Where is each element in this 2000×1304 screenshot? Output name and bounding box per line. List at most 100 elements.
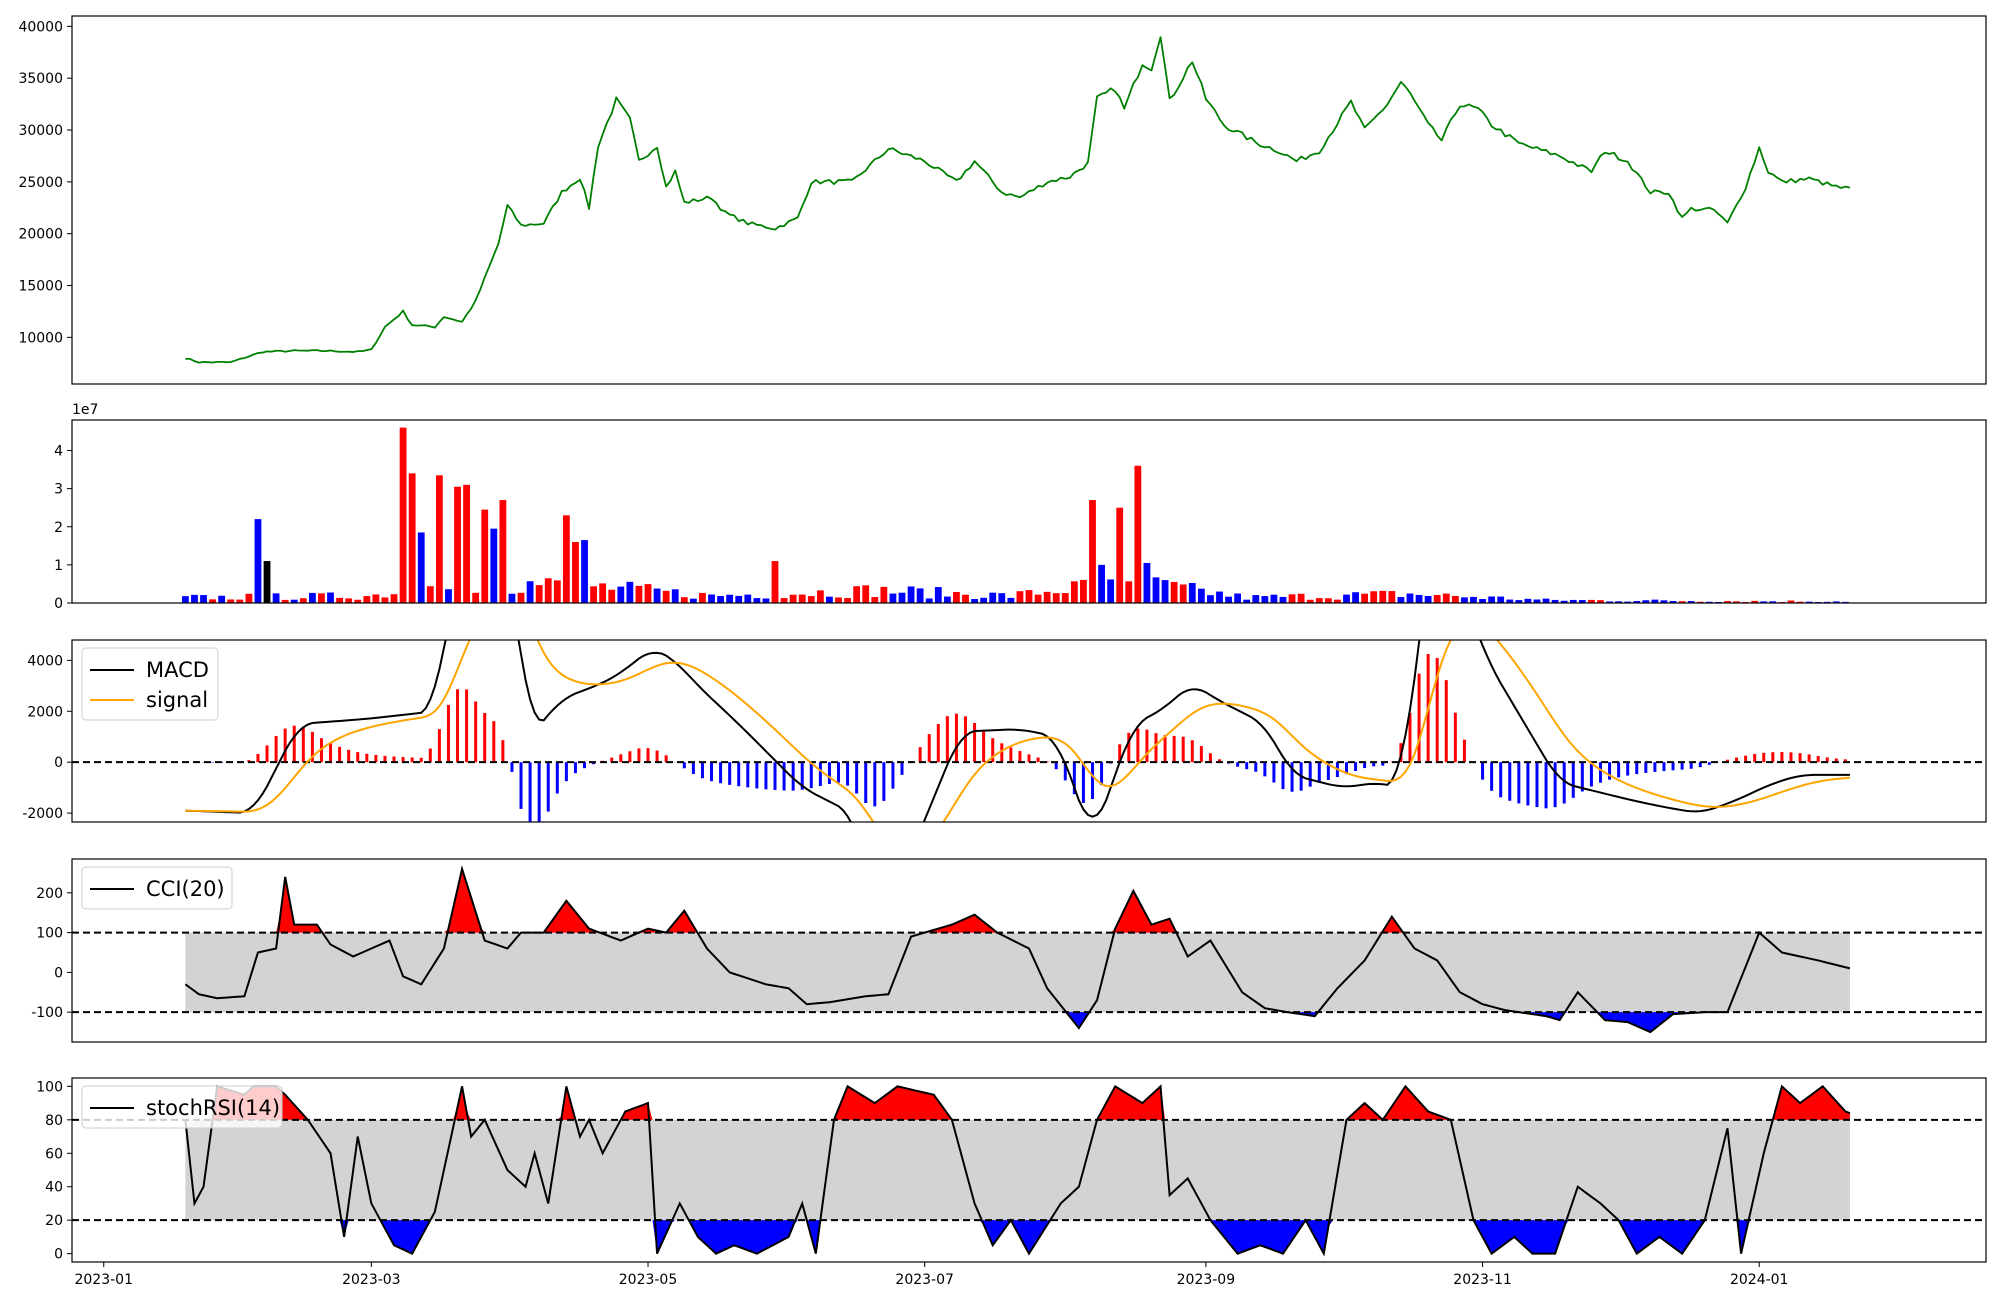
macd-ytick-label: 4000 [27,653,63,669]
volume-bar [735,596,742,603]
volume-bar [590,586,597,603]
volume-ytick-label: 2 [54,520,63,536]
volume-bar [436,475,443,603]
volume-bar [1007,598,1014,603]
macd-histogram-bar [647,748,650,762]
volume-bar [1089,500,1096,603]
volume-bar [1071,581,1078,603]
macd-histogram-bar [447,705,450,762]
volume-bar [672,589,679,603]
volume-offset-label: 1e7 [72,402,98,418]
volume-bar [753,598,760,603]
price-ytick-label: 20000 [18,227,63,243]
volume-bar [309,593,316,603]
macd-histogram-bar [1572,762,1575,798]
x-tick-label: 2024-01 [1730,1272,1789,1288]
volume-bar [953,592,960,603]
volume-bar [499,500,506,603]
macd-histogram-bar [1517,762,1520,803]
volume-bar [1044,592,1051,603]
macd-histogram-bar [1672,762,1675,770]
macd-histogram-bar [973,723,976,762]
macd-histogram-bar [1535,762,1538,807]
macd-histogram-bar [510,762,513,772]
macd-histogram-bar [855,762,858,793]
macd-histogram-bar [302,727,305,762]
volume-bar [1452,596,1459,603]
macd-histogram-bar [1771,752,1774,762]
volume-bar [536,585,543,603]
volume-bar [472,593,479,603]
macd-histogram-bar [474,702,477,763]
stochrsi-ytick-label: 60 [45,1146,63,1162]
macd-histogram-bar [1154,733,1157,762]
macd-histogram-bar [1599,762,1602,783]
stochrsi-legend: stochRSI(14) [82,1086,282,1128]
macd-histogram-bar [483,713,486,762]
volume-bar [790,595,797,603]
volume-bar [1207,595,1214,603]
macd-ytick-label: 2000 [27,704,63,720]
volume-bar [300,598,307,603]
volume-bar [1053,593,1060,603]
volume-bar [708,595,715,603]
volume-bar [1125,581,1132,603]
volume-bar [563,515,570,603]
volume-bar [853,586,860,603]
macd-histogram-bar [1789,752,1792,762]
volume-bar [890,594,897,603]
macd-histogram-bar [293,726,296,762]
macd-histogram-bar [1445,680,1448,762]
volume-ytick-label: 0 [54,596,63,612]
volume-bar [1107,579,1114,603]
volume-bar [962,595,969,603]
volume-ytick-label: 3 [54,482,63,498]
macd-histogram-bar [1708,762,1711,765]
volume-bar [862,585,869,603]
macd-histogram-bar [420,758,423,762]
volume-bar [772,561,779,603]
volume-bar [1098,565,1105,603]
macd-histogram-bar [955,714,958,762]
volume-bar [182,596,189,603]
macd-histogram-bar [1608,762,1611,780]
macd-histogram-bar [1563,762,1566,803]
volume-bar [917,588,924,603]
macd-histogram-bar [1055,762,1058,769]
cci-legend: CCI(20) [82,867,232,909]
volume-bar [554,580,561,603]
volume-bar [1434,595,1441,603]
volume-bar [908,586,915,603]
macd-histogram-bar [1681,762,1684,769]
volume-bar [1407,594,1414,603]
volume-bar [1026,590,1033,603]
volume-bar [799,595,806,603]
volume-bar [880,587,887,603]
macd-histogram-bar [864,762,867,803]
x-tick-label: 2023-03 [342,1272,401,1288]
macd-histogram-bar [574,762,577,773]
macd-histogram-bar [946,716,949,762]
volume-bar [445,589,452,603]
macd-histogram-bar [919,747,922,762]
macd-histogram-bar [538,762,541,831]
volume-bar [200,595,207,603]
x-tick-label: 2023-05 [619,1272,678,1288]
volume-bar [1153,577,1160,603]
macd-histogram-bar [1418,674,1421,763]
volume-bar [1443,594,1450,603]
volume-bar [1080,580,1087,603]
macd-histogram-bar [873,762,876,806]
price-ytick-label: 10000 [18,330,63,346]
volume-bar [1035,595,1042,603]
macd-histogram-bar [637,748,640,762]
macd-histogram-bar [1000,743,1003,762]
volume-bar [427,586,434,603]
volume-bar [1116,508,1123,603]
macd-histogram-bar [275,736,278,762]
macd-histogram-bar [665,755,668,762]
volume-bar [418,532,425,603]
macd-histogram-bar [937,724,940,762]
volume-bar [835,597,842,603]
